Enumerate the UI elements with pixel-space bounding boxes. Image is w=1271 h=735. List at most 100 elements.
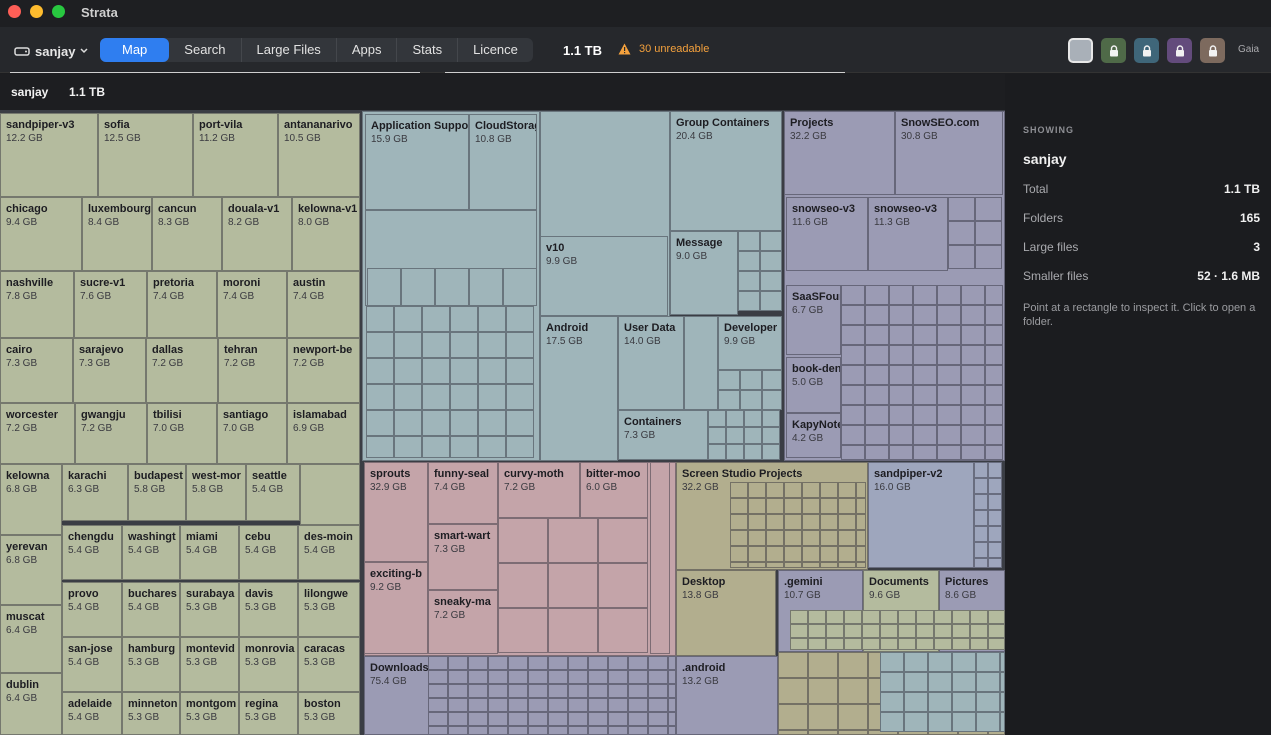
folder-tile[interactable]: montgom 5.3 GB <box>180 692 239 735</box>
small-tile[interactable] <box>880 712 904 732</box>
folder-tile[interactable] <box>684 316 718 410</box>
small-tile[interactable] <box>598 518 648 563</box>
small-tile[interactable] <box>726 410 744 427</box>
small-tile[interactable] <box>738 271 760 291</box>
small-tile[interactable] <box>508 712 528 726</box>
small-tile[interactable] <box>975 245 1002 269</box>
small-tile[interactable] <box>506 332 534 358</box>
folder-tile[interactable]: dublin 6.4 GB <box>0 673 62 735</box>
small-tile[interactable] <box>988 462 1002 478</box>
small-tile[interactable] <box>841 285 865 305</box>
small-tile[interactable] <box>913 305 937 325</box>
small-tile[interactable] <box>865 445 889 460</box>
theme-swatch[interactable] <box>1134 38 1159 63</box>
small-tile[interactable] <box>952 624 970 638</box>
small-tile[interactable] <box>668 670 676 684</box>
folder-tile[interactable]: surabaya 5.3 GB <box>180 582 239 637</box>
folder-tile[interactable]: des-moin 5.4 GB <box>298 525 360 580</box>
small-tile[interactable] <box>841 405 865 425</box>
small-tile[interactable] <box>506 410 534 436</box>
folder-tile[interactable]: regina 5.3 GB <box>239 692 298 735</box>
small-tile[interactable] <box>478 436 506 458</box>
small-tile[interactable] <box>730 546 748 562</box>
folder-tile[interactable]: bitter-moo 6.0 GB <box>580 462 648 518</box>
zoom-window-button[interactable] <box>52 5 65 18</box>
small-tile[interactable] <box>808 610 826 624</box>
small-tile[interactable] <box>889 365 913 385</box>
folder-tile[interactable]: hamburg 5.3 GB <box>122 637 180 692</box>
small-tile[interactable] <box>988 558 1002 568</box>
small-tile[interactable] <box>548 712 568 726</box>
small-tile[interactable] <box>844 610 862 624</box>
small-tile[interactable] <box>668 698 676 712</box>
small-tile[interactable] <box>648 726 668 735</box>
folder-tile[interactable]: SnowSEO.com 30.8 GB <box>895 111 1003 195</box>
small-tile[interactable] <box>448 726 468 735</box>
small-tile[interactable] <box>880 672 904 692</box>
small-tile[interactable] <box>478 332 506 358</box>
small-tile[interactable] <box>952 672 976 692</box>
small-tile[interactable] <box>366 332 394 358</box>
small-tile[interactable] <box>422 358 450 384</box>
folder-tile[interactable]: yerevan 6.8 GB <box>0 535 62 605</box>
small-tile[interactable] <box>648 712 668 726</box>
folder-tile[interactable]: KapyNote 4.2 GB <box>786 413 841 458</box>
small-tile[interactable] <box>889 285 913 305</box>
small-tile[interactable] <box>760 291 782 311</box>
folder-tile[interactable]: SaaSFour 6.7 GB <box>786 285 841 355</box>
folder-tile[interactable]: muscat 6.4 GB <box>0 605 62 673</box>
small-tile[interactable] <box>961 285 985 305</box>
folder-tile[interactable]: caracas 5.3 GB <box>298 637 360 692</box>
small-tile[interactable] <box>778 730 808 735</box>
small-tile[interactable] <box>488 712 508 726</box>
small-tile[interactable] <box>928 692 952 712</box>
folder-tile[interactable]: seattle 5.4 GB <box>246 464 300 521</box>
folder-tile[interactable]: minneton 5.3 GB <box>122 692 180 735</box>
small-tile[interactable] <box>738 291 760 311</box>
minimize-window-button[interactable] <box>30 5 43 18</box>
small-tile[interactable] <box>838 704 868 730</box>
small-tile[interactable] <box>985 305 1003 325</box>
small-tile[interactable] <box>952 638 970 650</box>
small-tile[interactable] <box>448 712 468 726</box>
small-tile[interactable] <box>468 656 488 670</box>
small-tile[interactable] <box>588 656 608 670</box>
small-tile[interactable] <box>838 652 868 678</box>
small-tile[interactable] <box>880 652 904 672</box>
folder-tile[interactable]: chicago 9.4 GB <box>0 197 82 271</box>
small-tile[interactable] <box>862 638 880 650</box>
tab-apps[interactable]: Apps <box>337 38 398 62</box>
small-tile[interactable] <box>568 698 588 712</box>
small-tile[interactable] <box>985 405 1003 425</box>
small-tile[interactable] <box>668 656 676 670</box>
small-tile[interactable] <box>598 608 648 653</box>
small-tile[interactable] <box>948 197 975 221</box>
small-tile[interactable] <box>928 652 952 672</box>
small-tile[interactable] <box>937 285 961 305</box>
small-tile[interactable] <box>766 514 784 530</box>
small-tile[interactable] <box>934 638 952 650</box>
small-tile[interactable] <box>450 332 478 358</box>
small-tile[interactable] <box>937 445 961 460</box>
folder-tile[interactable]: pretoria 7.4 GB <box>147 271 217 338</box>
folder-tile[interactable]: sprouts 32.9 GB <box>364 462 428 562</box>
small-tile[interactable] <box>841 365 865 385</box>
small-tile[interactable] <box>985 445 1003 460</box>
small-tile[interactable] <box>488 698 508 712</box>
small-tile[interactable] <box>762 444 780 460</box>
small-tile[interactable] <box>974 510 988 526</box>
small-tile[interactable] <box>588 712 608 726</box>
small-tile[interactable] <box>841 385 865 405</box>
small-tile[interactable] <box>748 546 766 562</box>
small-tile[interactable] <box>528 684 548 698</box>
small-tile[interactable] <box>856 546 866 562</box>
small-tile[interactable] <box>708 444 726 460</box>
small-tile[interactable] <box>948 245 975 269</box>
small-tile[interactable] <box>766 482 784 498</box>
folder-tile[interactable]: sofia 12.5 GB <box>98 113 193 197</box>
small-tile[interactable] <box>762 390 782 410</box>
small-tile[interactable] <box>508 684 528 698</box>
small-tile[interactable] <box>784 482 802 498</box>
small-tile[interactable] <box>865 365 889 385</box>
small-tile[interactable] <box>928 712 952 732</box>
